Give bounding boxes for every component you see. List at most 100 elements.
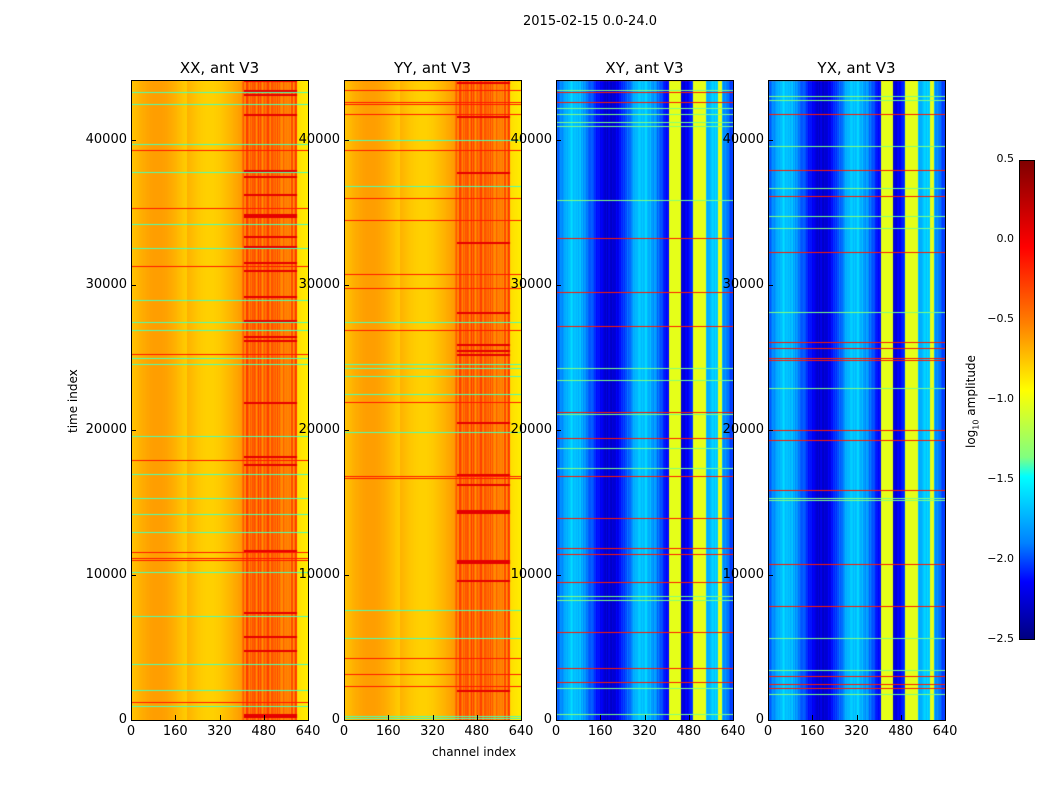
y-tick-label: 10000 bbox=[510, 566, 552, 582]
colorbar-label-rest: amplitude bbox=[964, 355, 978, 420]
colorbar-tick-label: −1.5 bbox=[987, 472, 1014, 485]
y-tick-label: 40000 bbox=[722, 131, 764, 147]
colorbar-tick-label: −2.0 bbox=[987, 552, 1014, 565]
heatmap-image bbox=[344, 80, 521, 720]
y-tick-label: 40000 bbox=[510, 131, 552, 147]
y-tick-mark bbox=[556, 574, 561, 576]
panel-axes-frame bbox=[344, 80, 522, 721]
panel-title: YY, ant V3 bbox=[393, 59, 471, 77]
y-tick-mark bbox=[344, 720, 349, 721]
x-tick-label: 0 bbox=[763, 724, 773, 739]
x-tick-label: 320 bbox=[844, 724, 869, 739]
y-tick-mark bbox=[131, 284, 136, 286]
x-tick-label: 480 bbox=[888, 724, 914, 739]
colorbar-tick-label: 0.5 bbox=[996, 152, 1015, 165]
y-tick-label: 10000 bbox=[298, 566, 340, 582]
colorbar-tick-label: 0.0 bbox=[996, 232, 1015, 245]
y-tick-mark bbox=[556, 720, 561, 721]
y-tick-label: 0 bbox=[331, 712, 340, 727]
panel-title: XX, ant V3 bbox=[179, 59, 260, 77]
y-tick-mark bbox=[768, 139, 773, 141]
panel-title: YX, ant V3 bbox=[817, 59, 896, 77]
x-tick-label: 160 bbox=[587, 724, 613, 739]
panel-title: XY, ant V3 bbox=[605, 59, 684, 77]
x-tick-mark bbox=[175, 715, 177, 720]
y-tick-label: 0 bbox=[543, 712, 552, 727]
x-tick-mark bbox=[856, 715, 858, 720]
x-tick-label: 320 bbox=[420, 724, 445, 739]
x-tick-mark bbox=[432, 715, 434, 720]
x-tick-mark bbox=[812, 715, 814, 720]
x-tick-label: 160 bbox=[162, 724, 188, 739]
x-tick-mark bbox=[131, 715, 132, 720]
x-tick-label: 320 bbox=[207, 724, 232, 739]
x-tick-label: 160 bbox=[799, 724, 825, 739]
x-tick-label: 640 bbox=[295, 724, 321, 739]
y-tick-label: 30000 bbox=[298, 276, 340, 292]
colorbar-tick-label: −2.5 bbox=[987, 632, 1014, 645]
y-tick-mark bbox=[131, 139, 136, 141]
x-tick-label: 640 bbox=[720, 724, 746, 739]
y-tick-label: 0 bbox=[755, 712, 764, 727]
panel-axes-frame bbox=[131, 80, 309, 721]
y-tick-mark bbox=[344, 284, 349, 286]
x-tick-mark bbox=[900, 715, 902, 720]
x-tick-label: 0 bbox=[126, 724, 136, 739]
y-tick-label: 20000 bbox=[510, 421, 552, 437]
x-tick-label: 0 bbox=[339, 724, 349, 739]
y-tick-mark bbox=[344, 574, 349, 576]
heatmap-image bbox=[556, 80, 733, 720]
x-tick-mark bbox=[344, 715, 345, 720]
y-tick-mark bbox=[131, 574, 136, 576]
x-tick-mark bbox=[733, 715, 734, 720]
x-tick-mark bbox=[644, 715, 646, 720]
y-tick-label: 20000 bbox=[85, 421, 127, 437]
x-tick-mark bbox=[556, 715, 557, 720]
x-tick-mark bbox=[263, 715, 265, 720]
x-tick-mark bbox=[219, 715, 221, 720]
y-tick-mark bbox=[768, 284, 773, 286]
panel-axes-frame bbox=[768, 80, 946, 721]
y-tick-label: 40000 bbox=[85, 131, 127, 147]
y-tick-mark bbox=[131, 720, 136, 721]
y-tick-label: 30000 bbox=[722, 276, 764, 292]
x-tick-label: 320 bbox=[632, 724, 657, 739]
x-tick-label: 160 bbox=[375, 724, 401, 739]
y-tick-label: 20000 bbox=[722, 421, 764, 437]
y-tick-mark bbox=[768, 429, 773, 431]
y-tick-label: 10000 bbox=[722, 566, 764, 582]
y-tick-mark bbox=[344, 429, 349, 431]
y-tick-mark bbox=[556, 139, 561, 141]
y-tick-label: 30000 bbox=[85, 276, 127, 292]
x-tick-mark bbox=[388, 715, 390, 720]
heatmap-image bbox=[768, 80, 945, 720]
x-tick-mark bbox=[688, 715, 690, 720]
y-tick-label: 20000 bbox=[298, 421, 340, 437]
x-tick-label: 0 bbox=[551, 724, 561, 739]
colorbar bbox=[1019, 160, 1035, 640]
figure-title: 2015-02-15 0.0-24.0 bbox=[523, 14, 657, 29]
y-tick-mark bbox=[768, 574, 773, 576]
y-tick-mark bbox=[131, 429, 136, 431]
colorbar-tick-label: −0.5 bbox=[987, 312, 1014, 325]
colorbar-tick-label: −1.0 bbox=[987, 392, 1014, 405]
x-tick-mark bbox=[768, 715, 769, 720]
colorbar-label-main: log bbox=[964, 429, 978, 448]
y-tick-label: 30000 bbox=[510, 276, 552, 292]
x-tick-mark bbox=[308, 715, 309, 720]
panel-axes-frame bbox=[556, 80, 734, 721]
x-tick-mark bbox=[600, 715, 602, 720]
y-tick-label: 0 bbox=[118, 712, 127, 727]
heatmap-image bbox=[131, 80, 308, 720]
x-axis-label: channel index bbox=[432, 745, 517, 759]
y-tick-label: 40000 bbox=[298, 131, 340, 147]
x-tick-mark bbox=[521, 715, 522, 720]
x-tick-label: 640 bbox=[508, 724, 534, 739]
y-tick-mark bbox=[556, 284, 561, 286]
x-tick-label: 640 bbox=[932, 724, 958, 739]
y-tick-label: 10000 bbox=[85, 566, 127, 582]
colorbar-label-sub: 10 bbox=[971, 419, 981, 430]
x-tick-label: 480 bbox=[464, 724, 490, 739]
y-tick-mark bbox=[556, 429, 561, 431]
